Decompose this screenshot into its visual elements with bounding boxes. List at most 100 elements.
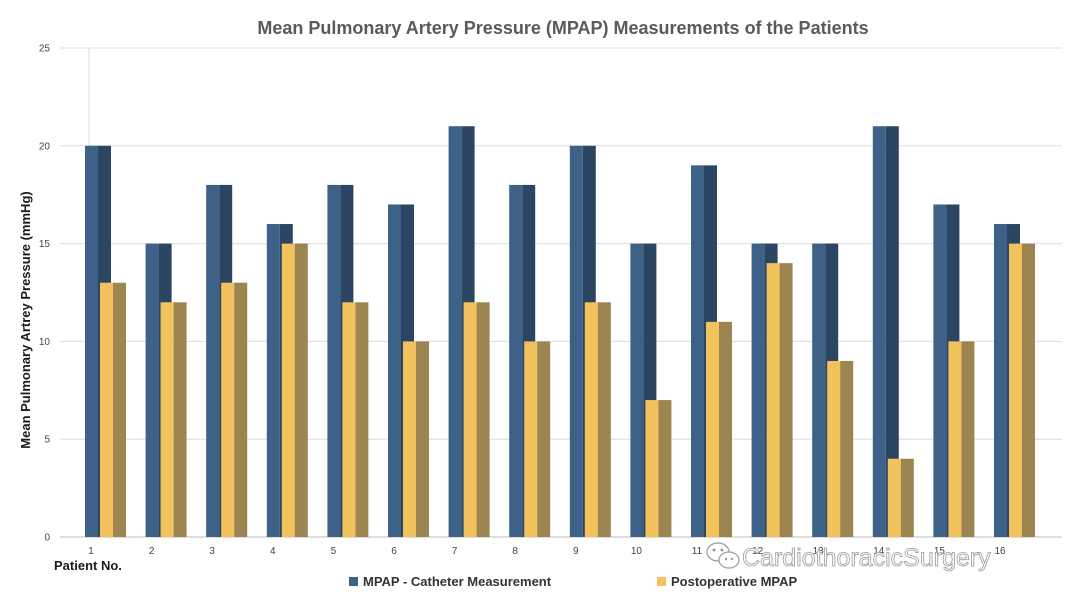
bar-face <box>160 302 174 537</box>
bar-face <box>812 243 826 537</box>
x-tick-label: 12 <box>752 546 764 557</box>
bar-side <box>173 302 187 537</box>
x-tick-label: 7 <box>452 546 458 557</box>
bar-side <box>885 126 899 538</box>
y-tick-label: 20 <box>39 141 51 152</box>
legend-swatch-postoperative <box>657 577 666 586</box>
x-tick-label: 5 <box>331 546 337 557</box>
x-tick-label: 9 <box>573 546 579 557</box>
bar-face <box>1009 243 1022 537</box>
wechat-icon <box>706 542 740 569</box>
bar-face <box>827 360 841 537</box>
bar-face <box>342 302 356 537</box>
bar-face <box>388 204 401 538</box>
bar-side <box>294 243 308 537</box>
bar-postoperative-14 <box>887 458 914 537</box>
y-tick-label: 25 <box>39 44 51 55</box>
y-tick-label: 0 <box>44 533 50 544</box>
x-tick-label: 1 <box>88 546 94 557</box>
legend-swatch-catheter <box>349 577 358 586</box>
bar-side <box>719 321 732 537</box>
watermark: CardiothoracicSurgery <box>706 542 992 572</box>
bar-side <box>840 360 854 537</box>
bar-side <box>658 400 672 537</box>
bar-side <box>900 458 914 537</box>
y-tick-label: 10 <box>39 337 51 348</box>
bar-postoperative-13 <box>827 360 854 537</box>
bar-postoperative-16 <box>1009 243 1035 537</box>
bar-face <box>887 458 901 537</box>
bar-face <box>948 341 962 537</box>
x-tick-label: 13 <box>813 546 825 557</box>
legend-label-postoperative: Postoperative MPAP <box>671 574 798 589</box>
bar-face <box>403 341 416 537</box>
bar-face <box>145 243 159 537</box>
bars <box>85 126 1035 538</box>
bar-side <box>113 282 126 537</box>
bar-side <box>355 302 369 537</box>
bar-face <box>933 204 947 538</box>
y-axis-label: Mean Pulmonary Artrey Pressure (mmHg) <box>18 191 33 448</box>
bar-postoperative-9 <box>584 302 611 537</box>
bar-face <box>630 243 644 537</box>
bar-postoperative-1 <box>100 282 126 537</box>
bar-face <box>766 263 780 537</box>
bar-face <box>281 243 295 537</box>
bar-side <box>234 282 248 537</box>
x-tick-label: 15 <box>934 546 946 557</box>
bar-face <box>509 184 523 538</box>
bar-face <box>463 302 477 537</box>
bar-face <box>221 282 235 537</box>
bar-face <box>85 145 98 538</box>
x-tick-label: 2 <box>149 546 155 557</box>
x-axis-ticks: 1 2 3 4 5 6 7 8 9 10 11 12 13 14 15 16 <box>88 546 1006 557</box>
bar-face <box>691 165 704 538</box>
legend: MPAP - Catheter Measurement Postoperativ… <box>349 574 798 589</box>
bar-postoperative-12 <box>766 263 793 537</box>
x-tick-label: 16 <box>994 546 1006 557</box>
bar-face <box>751 243 765 537</box>
x-tick-label: 3 <box>209 546 215 557</box>
bar-postoperative-7 <box>463 302 490 537</box>
bar-postoperative-8 <box>524 341 551 537</box>
y-tick-label: 5 <box>44 435 50 446</box>
bar-postoperative-6 <box>403 341 429 537</box>
bar-face <box>645 400 659 537</box>
bar-side <box>961 341 975 537</box>
bar-side <box>1022 243 1035 537</box>
bar-catheter-14 <box>872 126 899 538</box>
bar-face <box>266 224 280 538</box>
bar-side <box>537 341 551 537</box>
x-tick-label: 4 <box>270 546 276 557</box>
bar-face <box>994 224 1007 538</box>
bar-face <box>100 282 113 537</box>
bar-side <box>476 302 490 537</box>
x-tick-label: 6 <box>391 546 397 557</box>
bar-face <box>584 302 598 537</box>
chart-title: Mean Pulmonary Artery Pressure (MPAP) Me… <box>257 18 868 38</box>
x-axis-label: Patient No. <box>54 558 122 573</box>
y-tick-label: 15 <box>39 239 51 250</box>
bar-postoperative-11 <box>706 321 732 537</box>
bar-side <box>597 302 611 537</box>
bar-face <box>569 145 583 538</box>
legend-label-catheter: MPAP - Catheter Measurement <box>363 574 552 589</box>
bar-postoperative-15 <box>948 341 975 537</box>
bar-face <box>206 184 220 538</box>
bar-face <box>524 341 538 537</box>
x-tick-label: 11 <box>692 546 703 557</box>
x-tick-label: 14 <box>873 546 885 557</box>
x-tick-label: 10 <box>631 546 643 557</box>
y-axis-ticks: 0 5 10 15 20 25 <box>39 44 51 544</box>
bar-side <box>416 341 429 537</box>
bar-postoperative-10 <box>645 400 672 537</box>
bar-postoperative-5 <box>342 302 369 537</box>
bar-postoperative-2 <box>160 302 187 537</box>
bar-face <box>706 321 719 537</box>
bar-face <box>872 126 886 538</box>
bar-side <box>779 263 793 537</box>
watermark-text: CardiothoracicSurgery <box>742 544 991 572</box>
bar-face <box>448 126 462 538</box>
